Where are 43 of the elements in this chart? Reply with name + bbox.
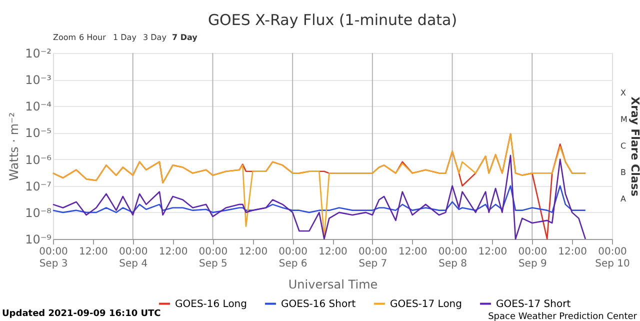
y-tick-label: 10⁻⁶ (25, 152, 52, 167)
text: 6 Hour (79, 33, 107, 42)
x-tick-label: 00:00 Sep 4 (118, 246, 148, 270)
y-tick-label: 10⁻⁵ (25, 126, 52, 140)
legend-label: GOES-16 Long (175, 298, 247, 310)
x-tick-label: 00:00 Sep 9 (518, 246, 548, 270)
y-axis-title: Watts · m⁻² (7, 112, 22, 181)
x-tick-label: 12:00 (398, 246, 428, 258)
category-label: A (620, 194, 626, 204)
x-tick-label: 12:00 (238, 246, 268, 258)
chart-title: GOES X-Ray Flux (1-minute data) (208, 11, 458, 29)
y-tick-label: 10⁻⁷ (25, 179, 52, 194)
text: Zoom (53, 33, 76, 42)
y-tick-label: 10⁻⁴ (25, 100, 52, 114)
y-tick-label: 10⁻² (25, 46, 52, 60)
text: 7 Day (172, 33, 198, 42)
x-tick-label: 00:00 Sep 10 (595, 246, 630, 270)
x-axis-title: Universal Time (288, 278, 378, 292)
x-tick-label: 12:00 (79, 246, 108, 258)
category-label: M (620, 114, 628, 124)
legend-label: GOES-17 Short (496, 298, 571, 310)
text: Space Weather Prediction Center (488, 312, 638, 321)
x-tick-label: 00:00 Sep 8 (438, 246, 468, 270)
y2-axis-title: Xray Flare Class (628, 96, 640, 197)
category-label: X (620, 88, 626, 98)
x-tick-label: 00:00 Sep 6 (278, 246, 308, 270)
category-label: C (620, 142, 626, 150)
y-tick-label: 10⁻³ (25, 73, 52, 88)
text: 3 Day (143, 33, 167, 42)
x-tick-label: 12:00 (558, 246, 587, 258)
x-tick-label: 12:00 (478, 246, 508, 258)
x-tick-label: 00:00 Sep 7 (358, 246, 388, 270)
x-tick-label: 12:00 (158, 246, 188, 258)
y-tick-label: 10⁻⁸ (25, 206, 52, 220)
text: Updated 2021-09-09 16:10 UTC (2, 309, 162, 319)
legend-label: GOES-16 Short (281, 298, 356, 310)
y-tick-label: 10⁻⁹ (25, 232, 52, 246)
legend-label: GOES-17 Long (390, 298, 462, 310)
x-tick-label: 00:00 Sep 3 (39, 246, 68, 270)
category-label: B (620, 168, 626, 178)
text: 1 Day (113, 33, 137, 42)
x-tick-label: 12:00 (318, 246, 348, 258)
x-tick-label: 00:00 Sep 5 (198, 246, 228, 270)
